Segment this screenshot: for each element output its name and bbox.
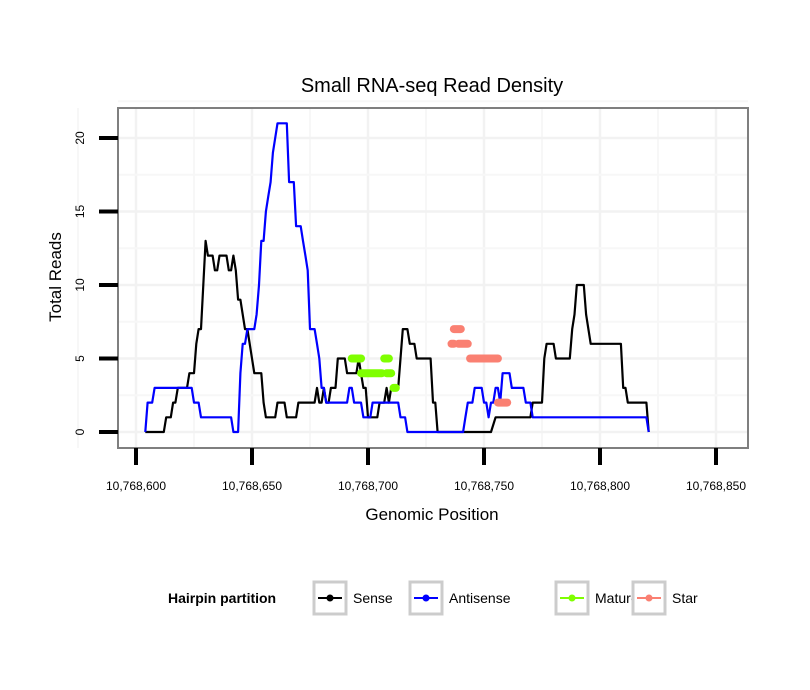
x-axis-title: Genomic Position xyxy=(365,505,498,524)
legend-key-point xyxy=(645,594,653,602)
x-tick-label: 10,768,750 xyxy=(454,479,514,493)
series-layer xyxy=(144,122,650,434)
grid xyxy=(77,100,748,448)
y-axis: 0 5 10 15 20 xyxy=(73,131,118,435)
legend-item-antisense: Antisense xyxy=(408,580,511,616)
legend-label: Sense xyxy=(353,590,393,606)
legend-key-point xyxy=(568,594,576,602)
legend-key-point xyxy=(422,594,430,602)
y-tick-label: 0 xyxy=(73,428,87,435)
chart-title: Small RNA-seq Read Density xyxy=(301,75,563,97)
legend: Hairpin partition Sense Antisense Mature St… xyxy=(168,580,698,616)
legend-item-mature: Mature xyxy=(554,580,639,616)
legend-item-sense: Sense xyxy=(312,580,393,616)
y-axis-title: Total Reads xyxy=(46,232,65,322)
x-tick-label: 10,768,600 xyxy=(106,479,166,493)
x-axis: 10,768,600 10,768,650 10,768,700 10,768,750… xyxy=(106,448,746,493)
y-tick-label: 10 xyxy=(73,278,87,292)
series-line-antisense xyxy=(144,122,650,434)
legend-item-star: Star xyxy=(631,580,698,616)
y-tick-label: 20 xyxy=(73,131,87,145)
series-line-sense xyxy=(145,239,650,434)
legend-title: Hairpin partition xyxy=(168,590,276,606)
x-tick-label: 10,768,700 xyxy=(338,479,398,493)
x-tick-label: 10,768,850 xyxy=(686,479,746,493)
plot-border xyxy=(117,107,749,449)
legend-key-point xyxy=(326,594,334,602)
y-tick-label: 15 xyxy=(73,205,87,219)
y-tick-label: 5 xyxy=(73,355,87,362)
legend-label: Mature xyxy=(595,590,639,606)
legend-label: Star xyxy=(672,590,698,606)
x-tick-label: 10,768,800 xyxy=(570,479,630,493)
legend-label: Antisense xyxy=(449,590,511,606)
x-tick-label: 10,768,650 xyxy=(222,479,282,493)
